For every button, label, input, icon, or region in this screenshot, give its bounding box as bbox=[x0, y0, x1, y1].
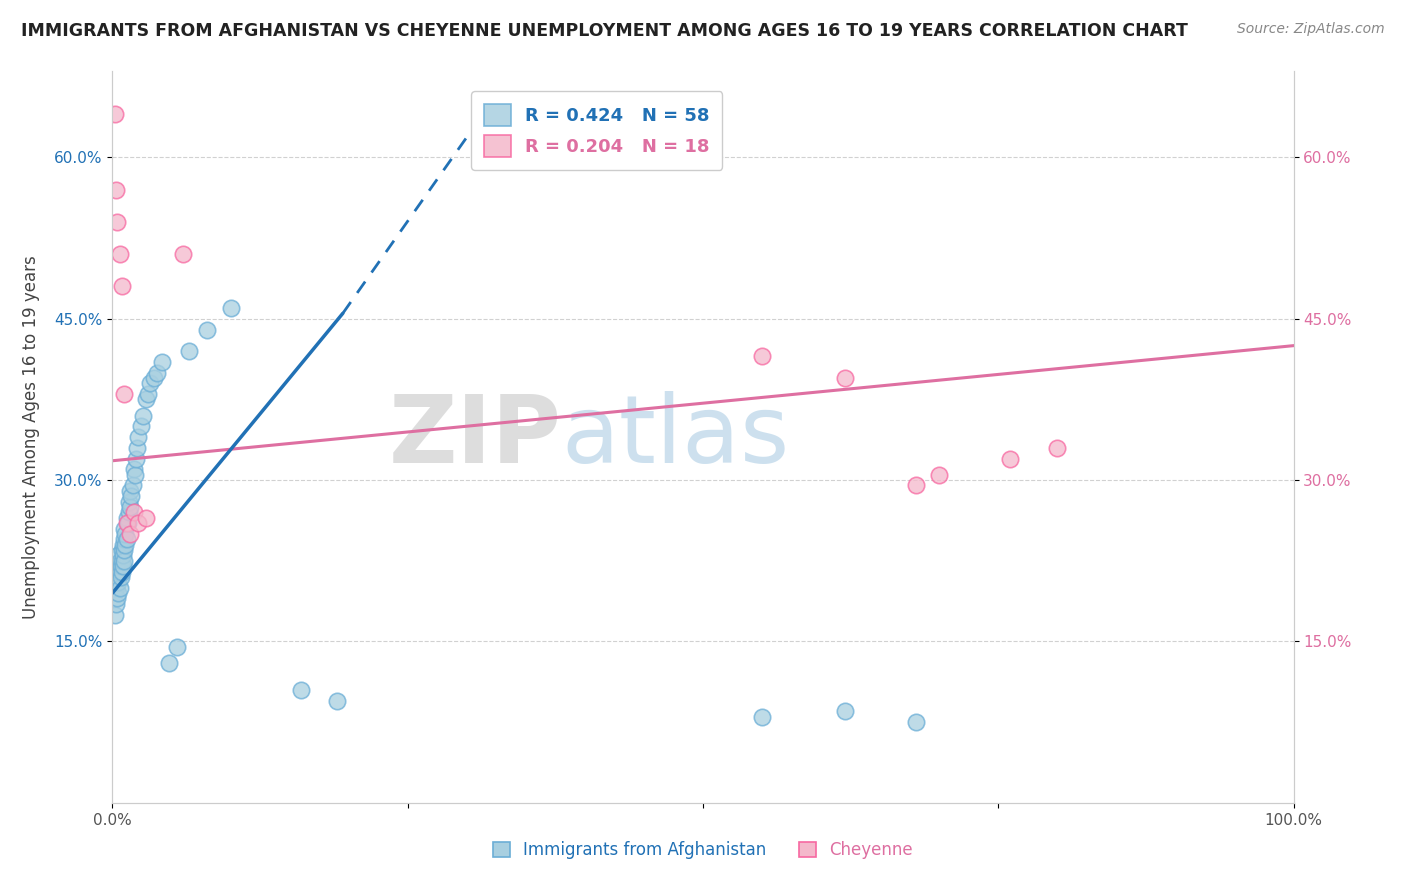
Point bbox=[110, 570, 132, 584]
Point bbox=[219, 301, 242, 315]
Point bbox=[135, 392, 157, 407]
Point bbox=[122, 462, 145, 476]
Point bbox=[115, 510, 138, 524]
Point bbox=[120, 489, 142, 503]
Point bbox=[121, 478, 143, 492]
Y-axis label: Unemployment Among Ages 16 to 19 years: Unemployment Among Ages 16 to 19 years bbox=[22, 255, 41, 619]
Point bbox=[118, 505, 141, 519]
Point bbox=[108, 554, 131, 568]
Point bbox=[115, 533, 138, 547]
Point bbox=[834, 371, 856, 385]
Point bbox=[127, 516, 149, 530]
Point bbox=[142, 371, 165, 385]
Point bbox=[107, 549, 129, 563]
Point bbox=[105, 591, 128, 606]
Point bbox=[114, 538, 136, 552]
Point bbox=[166, 640, 188, 654]
Point bbox=[904, 478, 927, 492]
Point bbox=[124, 467, 146, 482]
Point bbox=[115, 516, 138, 530]
Point bbox=[114, 527, 136, 541]
Point bbox=[112, 387, 135, 401]
Point bbox=[998, 451, 1021, 466]
Point bbox=[751, 710, 773, 724]
Point bbox=[326, 693, 349, 707]
Point bbox=[112, 538, 135, 552]
Point bbox=[105, 570, 128, 584]
Point bbox=[127, 441, 149, 455]
Text: atlas: atlas bbox=[561, 391, 790, 483]
Point bbox=[146, 366, 169, 380]
Point bbox=[139, 376, 162, 391]
Point bbox=[111, 543, 134, 558]
Point bbox=[290, 682, 312, 697]
Point bbox=[111, 554, 134, 568]
Point bbox=[108, 565, 131, 579]
Point bbox=[157, 656, 180, 670]
Point bbox=[136, 387, 159, 401]
Point bbox=[125, 451, 148, 466]
Point bbox=[751, 350, 773, 364]
Point bbox=[112, 543, 135, 558]
Point bbox=[127, 430, 149, 444]
Point bbox=[112, 533, 135, 547]
Point bbox=[120, 483, 142, 498]
Point bbox=[117, 516, 139, 530]
Point bbox=[105, 215, 128, 229]
Point bbox=[129, 419, 152, 434]
Point bbox=[172, 247, 194, 261]
Point bbox=[928, 467, 950, 482]
Point bbox=[112, 521, 135, 535]
Point bbox=[135, 510, 157, 524]
Point bbox=[104, 107, 127, 121]
Text: IMMIGRANTS FROM AFGHANISTAN VS CHEYENNE UNEMPLOYMENT AMONG AGES 16 TO 19 YEARS C: IMMIGRANTS FROM AFGHANISTAN VS CHEYENNE … bbox=[21, 22, 1188, 40]
Point bbox=[1046, 441, 1069, 455]
Point bbox=[132, 409, 155, 423]
Point bbox=[107, 559, 129, 574]
Point bbox=[118, 494, 141, 508]
Point bbox=[108, 247, 131, 261]
Point bbox=[120, 527, 142, 541]
Point bbox=[107, 586, 129, 600]
Point bbox=[111, 565, 134, 579]
Point bbox=[150, 355, 173, 369]
Point bbox=[904, 715, 927, 730]
Text: Source: ZipAtlas.com: Source: ZipAtlas.com bbox=[1237, 22, 1385, 37]
Point bbox=[179, 344, 201, 359]
Point bbox=[105, 581, 128, 595]
Point bbox=[122, 505, 145, 519]
Legend: Immigrants from Afghanistan, Cheyenne: Immigrants from Afghanistan, Cheyenne bbox=[485, 833, 921, 868]
Point bbox=[834, 705, 856, 719]
Point bbox=[108, 581, 131, 595]
Point bbox=[107, 575, 129, 590]
Text: ZIP: ZIP bbox=[388, 391, 561, 483]
Point bbox=[112, 549, 135, 563]
Point bbox=[112, 559, 135, 574]
Point bbox=[112, 554, 135, 568]
Point bbox=[105, 183, 128, 197]
Point bbox=[110, 559, 132, 574]
Point bbox=[105, 597, 128, 611]
Point bbox=[120, 500, 142, 514]
Point bbox=[104, 607, 127, 622]
Point bbox=[195, 322, 218, 336]
Point bbox=[111, 279, 134, 293]
